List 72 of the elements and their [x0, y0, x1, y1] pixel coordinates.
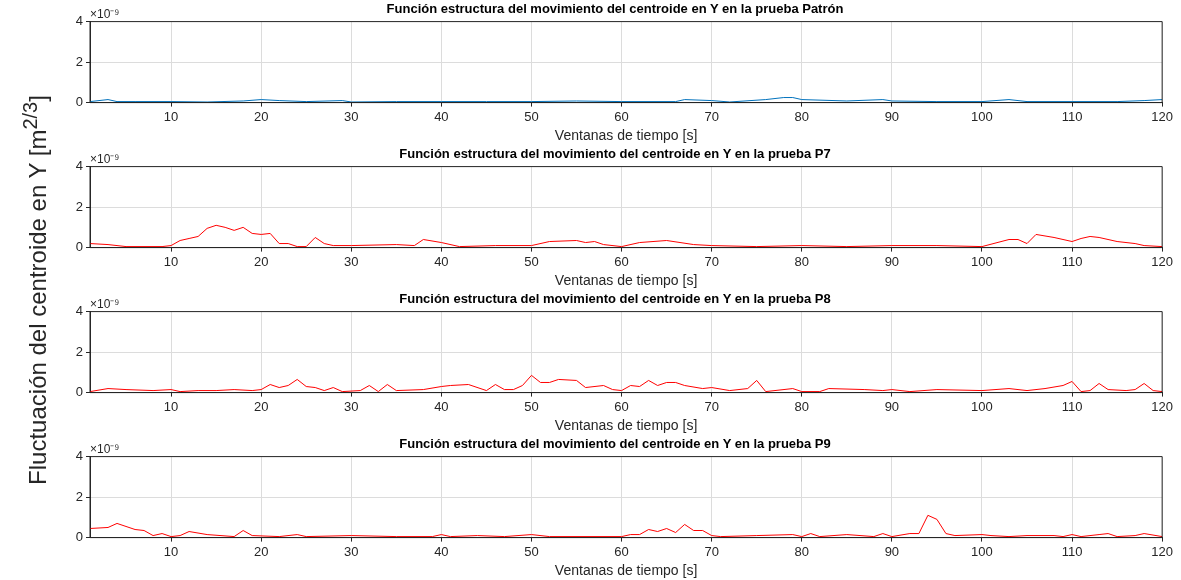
- x-tick-label: 60: [614, 543, 629, 559]
- x-tick-label: 120: [1151, 398, 1174, 414]
- y-tick-label: 4: [75, 448, 83, 464]
- x-tick-label: 80: [794, 253, 809, 269]
- text: ×10⁻⁹: [90, 296, 120, 311]
- y-tick-label: 0: [75, 529, 83, 545]
- x-tick-label: 90: [884, 108, 900, 124]
- x-tick-label: 60: [614, 253, 629, 269]
- x-tick-label: 50: [524, 543, 539, 559]
- y-tick-label: 0: [75, 94, 83, 110]
- x-tick-label: 40: [434, 543, 449, 559]
- chart-title: Función estructura del movimiento del centroide en Y en la prueba P7: [399, 146, 831, 162]
- x-tick-label: 20: [253, 398, 269, 414]
- x-axis-title: Ventanas de tiempo [s]: [554, 127, 698, 144]
- x-tick-label: 40: [434, 253, 449, 269]
- x-tick-label: 50: [524, 108, 539, 124]
- x-tick-label: 110: [1061, 398, 1083, 414]
- x-tick-label: 110: [1061, 253, 1083, 269]
- x-tick-label: 60: [614, 398, 629, 414]
- y-tick-label: 4: [75, 158, 83, 174]
- x-tick-label: 70: [704, 398, 719, 414]
- x-tick-label: 90: [884, 543, 900, 559]
- x-tick-label: 10: [163, 543, 179, 559]
- x-tick-label: 10: [163, 398, 179, 414]
- x-tick-label: 40: [434, 108, 449, 124]
- y-tick-label: 2: [75, 488, 83, 504]
- x-tick-label: 40: [434, 398, 449, 414]
- x-tick-label: 10: [163, 108, 179, 124]
- x-tick-label: 20: [253, 543, 269, 559]
- x-tick-label: 90: [884, 253, 900, 269]
- y-tick-label: 0: [75, 239, 83, 255]
- x-tick-label: 70: [704, 108, 719, 124]
- y-tick-label: 2: [75, 53, 83, 69]
- x-axis-title: Ventanas de tiempo [s]: [554, 272, 698, 289]
- x-tick-label: 20: [253, 253, 269, 269]
- x-tick-label: 60: [614, 108, 629, 124]
- chart-title: Función estructura del movimiento del centroide en Y en la prueba P9: [399, 436, 831, 452]
- x-tick-label: 80: [794, 398, 809, 414]
- x-tick-label: 100: [971, 253, 993, 269]
- x-tick-label: 120: [1151, 108, 1174, 124]
- y-tick-label: 2: [75, 343, 83, 359]
- y-tick-label: 4: [75, 303, 83, 319]
- x-tick-label: 120: [1151, 543, 1174, 559]
- x-tick-label: 100: [971, 398, 993, 414]
- x-tick-label: 30: [344, 253, 359, 269]
- x-tick-label: 110: [1061, 108, 1083, 124]
- x-tick-label: 30: [344, 108, 359, 124]
- x-tick-label: 30: [344, 398, 359, 414]
- x-tick-label: 90: [884, 398, 900, 414]
- y-tick-label: 0: [75, 384, 83, 400]
- x-tick-label: 50: [524, 253, 539, 269]
- x-tick-label: 110: [1061, 543, 1083, 559]
- chart-title: Función estructura del movimiento del centroide en Y en la prueba Patrón: [386, 1, 844, 17]
- text: ×10⁻⁹: [90, 6, 120, 21]
- x-tick-label: 50: [524, 398, 539, 414]
- y-tick-label: 2: [75, 198, 83, 214]
- x-tick-label: 70: [704, 543, 719, 559]
- y-tick-label: 4: [75, 13, 83, 29]
- x-tick-label: 30: [344, 543, 359, 559]
- x-tick-label: 120: [1151, 253, 1174, 269]
- x-axis-title: Ventanas de tiempo [s]: [554, 417, 698, 434]
- x-tick-label: 10: [163, 253, 179, 269]
- x-tick-label: 100: [971, 108, 993, 124]
- x-tick-label: 20: [253, 108, 269, 124]
- x-tick-label: 70: [704, 253, 719, 269]
- text: ×10⁻⁹: [90, 441, 120, 456]
- x-tick-label: 100: [971, 543, 993, 559]
- x-axis-title: Ventanas de tiempo [s]: [554, 562, 698, 579]
- chart-title: Función estructura del movimiento del centroide en Y en la prueba P8: [399, 291, 831, 307]
- text: ×10⁻⁹: [90, 151, 120, 166]
- x-tick-label: 80: [794, 108, 809, 124]
- x-tick-label: 80: [794, 543, 809, 559]
